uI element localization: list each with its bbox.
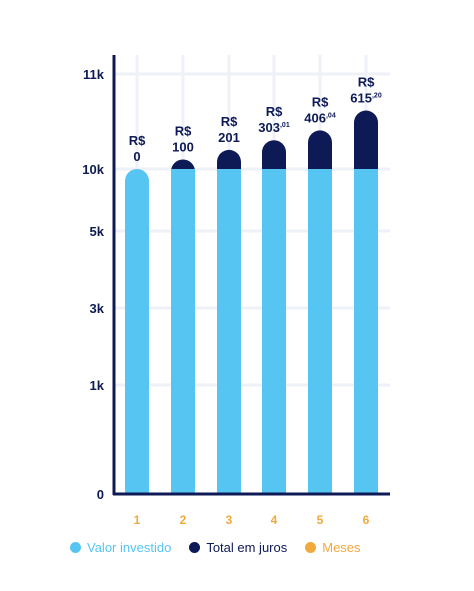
bar-interest — [262, 140, 286, 169]
data-label-prefix: R$ — [175, 124, 192, 139]
legend-item-months: Meses — [305, 540, 361, 555]
bar-interest — [171, 159, 195, 172]
data-label-prefix: R$ — [358, 75, 375, 90]
data-label-prefix: R$ — [266, 104, 283, 119]
data-label-value: 201 — [218, 130, 240, 145]
grid-lines — [114, 55, 390, 496]
legend-item-invested: Valor investido — [70, 540, 171, 555]
legend-label-interest: Total em juros — [206, 540, 288, 555]
data-label-prefix: R$ — [312, 94, 329, 109]
bar-invested — [217, 169, 241, 493]
legend-item-interest: Total em juros — [189, 540, 287, 555]
legend-label-invested: Valor investido — [87, 540, 172, 555]
data-label-prefix: R$ — [129, 133, 146, 148]
data-label-prefix: R$ — [221, 114, 238, 129]
bar-interest — [217, 149, 241, 169]
bar-interest — [354, 110, 378, 169]
x-tick-label: 5 — [317, 513, 324, 527]
legend-dot-invested — [70, 542, 81, 553]
bar-invested — [308, 169, 332, 493]
bar-invested — [262, 169, 286, 493]
legend-label-months: Meses — [322, 540, 361, 555]
x-tick-label: 6 — [363, 513, 370, 527]
data-label-value: 0 — [133, 149, 140, 164]
y-tick-label: 0 — [97, 487, 104, 502]
x-tick-label: 2 — [180, 513, 187, 527]
y-tick-labels: 0 1k 3k 5k 10k 11k — [82, 67, 104, 502]
bar-invested — [354, 169, 378, 493]
y-tick-label: 3k — [90, 301, 105, 316]
y-tick-label: 5k — [90, 224, 105, 239]
y-tick-label: 10k — [82, 162, 104, 177]
x-tick-label: 1 — [134, 513, 141, 527]
data-label-value: 615,20 — [350, 91, 382, 106]
data-label-value: 303,01 — [258, 120, 290, 135]
legend-dot-months — [305, 542, 317, 553]
axes-group — [112, 55, 390, 496]
y-tick-label: 11k — [83, 67, 105, 82]
bars-group — [125, 110, 378, 493]
legend: Valor investido Total em juros Meses — [70, 540, 430, 555]
bar-invested — [171, 169, 195, 493]
bar-interest — [308, 130, 332, 169]
y-tick-label: 1k — [90, 378, 105, 393]
data-label-value: 406,04 — [304, 110, 336, 125]
x-tick-label: 3 — [226, 513, 233, 527]
x-tick-label: 4 — [271, 513, 278, 527]
x-tick-labels: 1 2 3 4 5 6 — [134, 513, 370, 527]
data-label-value: 100 — [172, 140, 194, 155]
bar-invested — [125, 169, 149, 493]
legend-dot-interest — [189, 542, 201, 553]
